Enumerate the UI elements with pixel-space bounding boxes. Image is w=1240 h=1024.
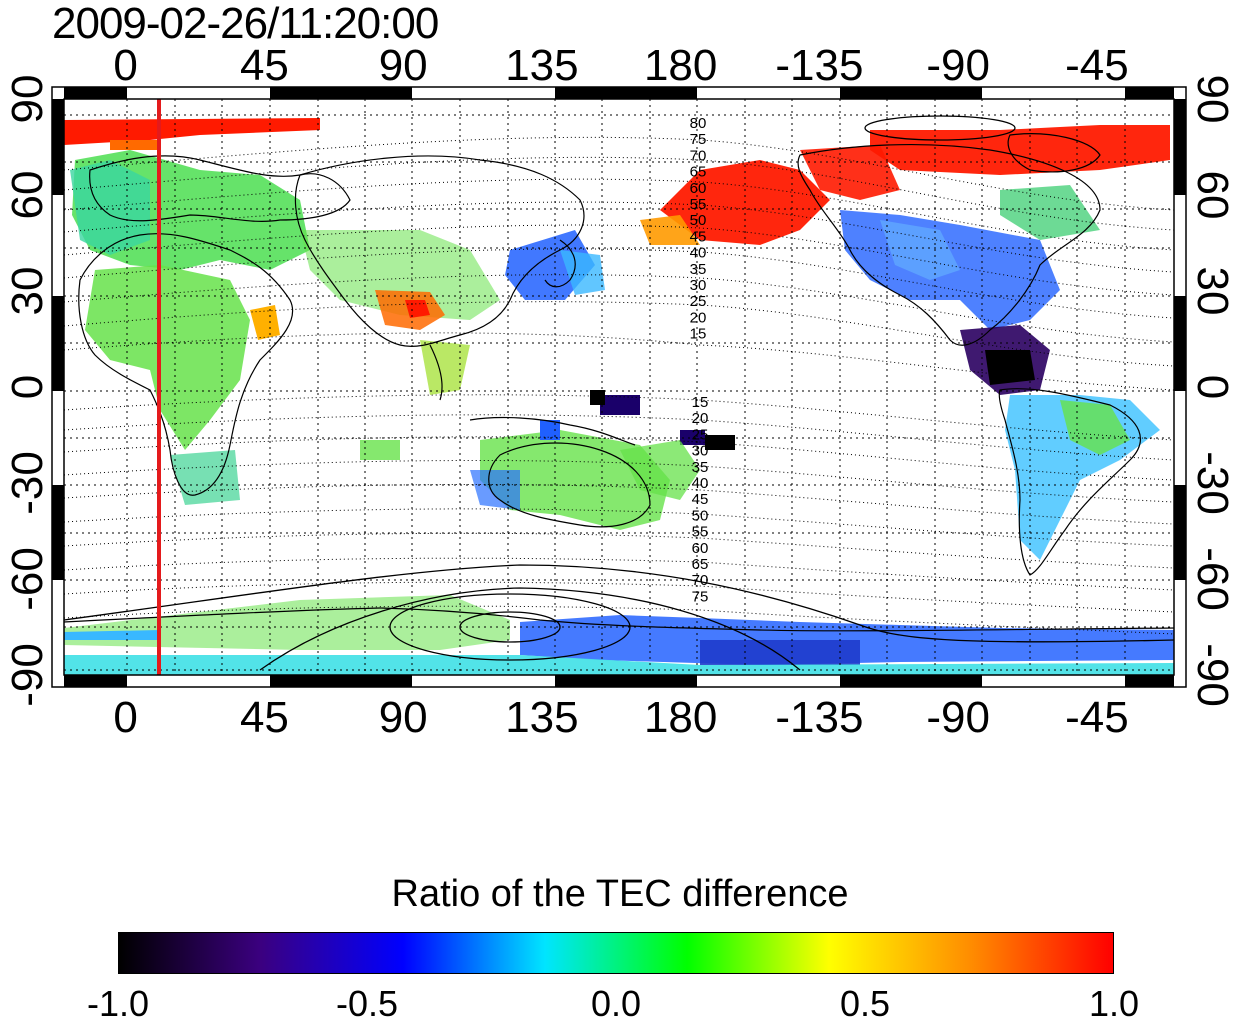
- right-lat-label: 30: [1188, 267, 1237, 316]
- magnetic-contours: [64, 136, 1174, 635]
- colorbar-tick-label: 0.0: [590, 983, 642, 1024]
- contour-value-label: 55: [690, 196, 707, 213]
- top-lon-label: 0: [113, 41, 137, 90]
- bottom-lon-label: 135: [505, 693, 578, 742]
- colorbar-title: Ratio of the TEC difference: [391, 873, 849, 915]
- contour-value-label: 45: [692, 491, 709, 508]
- contour-value-label: 40: [690, 245, 707, 262]
- contour-value-label: 50: [690, 212, 707, 229]
- contour-value-label: 25: [690, 293, 707, 310]
- contour-value-label: 35: [690, 261, 707, 278]
- contour-value-label: 30: [690, 277, 707, 294]
- right-lat-label: -60: [1188, 547, 1237, 611]
- left-lat-label: 90: [3, 75, 52, 124]
- top-lon-label: -45: [1065, 41, 1129, 90]
- contour-value-label: 65: [692, 556, 709, 573]
- contour-value-label: 15: [690, 326, 707, 343]
- data-layer: [64, 99, 1174, 675]
- contour-value-label: 20: [692, 410, 709, 427]
- contour-value-label: 60: [692, 540, 709, 557]
- contour-value-label: 50: [692, 507, 709, 524]
- contour-value-label: 30: [692, 443, 709, 460]
- contour-value-label: 15: [692, 394, 709, 411]
- colorbar-tick-label: 1.0: [1088, 983, 1140, 1024]
- right-latitude-labels: 90 60 30 0 -30 -60 -90: [1188, 75, 1237, 707]
- left-latitude-labels: 90 60 30 0 -30 -60 -90: [3, 75, 52, 707]
- right-lat-label: -90: [1188, 643, 1237, 707]
- colorbar-tick-label: 0.5: [839, 983, 891, 1024]
- top-lon-label: 90: [379, 41, 428, 90]
- bottom-lon-label: -135: [775, 693, 863, 742]
- right-lat-label: 0: [1188, 375, 1237, 399]
- contour-value-label: 55: [692, 524, 709, 541]
- contour-value-label: 70: [692, 572, 709, 589]
- top-lon-label: -90: [926, 41, 990, 90]
- left-lat-label: 30: [3, 267, 52, 316]
- contour-value-label: 35: [692, 459, 709, 476]
- top-longitude-labels: 0 45 90 135 180 -135 -90 -45: [113, 41, 1128, 90]
- colorbar-tick-label: -1.0: [86, 983, 150, 1024]
- left-lat-label: -60: [3, 547, 52, 611]
- top-lon-label: 45: [240, 41, 289, 90]
- contour-value-label: 60: [690, 180, 707, 197]
- map-frame: [51, 86, 1187, 688]
- top-lon-label: -135: [775, 41, 863, 90]
- contour-value-label: 80: [690, 115, 707, 132]
- contour-value-label: 65: [690, 164, 707, 181]
- colorbar-tick-label: -0.5: [335, 983, 399, 1024]
- contour-value-label: 75: [692, 588, 709, 605]
- bottom-lon-label: 0: [113, 693, 137, 742]
- bottom-lon-label: -45: [1065, 693, 1129, 742]
- contour-value-label: 20: [690, 309, 707, 326]
- timestamp-title: 2009-02-26/11:20:00: [52, 0, 439, 48]
- bottom-longitude-labels: 0 45 90 135 180 -135 -90 -45: [113, 693, 1128, 742]
- colorbar: [118, 932, 1114, 974]
- bottom-lon-label: -90: [926, 693, 990, 742]
- left-lat-label: 60: [3, 171, 52, 220]
- tec-map: 8075706560555045403530252015152025303540…: [3, 41, 1237, 742]
- contour-value-label: 70: [690, 147, 707, 164]
- contour-value-label: 45: [690, 228, 707, 245]
- right-lat-label: -30: [1188, 451, 1237, 515]
- left-lat-label: -90: [3, 643, 52, 707]
- top-lon-label: 135: [505, 41, 578, 90]
- bottom-lon-label: 90: [379, 693, 428, 742]
- contour-value-label: 25: [692, 426, 709, 443]
- left-lat-label: -30: [3, 451, 52, 515]
- top-lon-label: 180: [644, 41, 717, 90]
- contour-labels: 8075706560555045403530252015152025303540…: [690, 115, 709, 605]
- right-lat-label: 90: [1188, 75, 1237, 124]
- coastlines: [64, 133, 1174, 632]
- contour-value-label: 75: [690, 131, 707, 148]
- bottom-lon-label: 45: [240, 693, 289, 742]
- right-lat-label: 60: [1188, 171, 1237, 220]
- left-lat-label: 0: [3, 375, 52, 399]
- bottom-lon-label: 180: [644, 693, 717, 742]
- contour-value-label: 40: [692, 475, 709, 492]
- graticule: [64, 99, 1174, 675]
- solid-contours: [64, 115, 1174, 671]
